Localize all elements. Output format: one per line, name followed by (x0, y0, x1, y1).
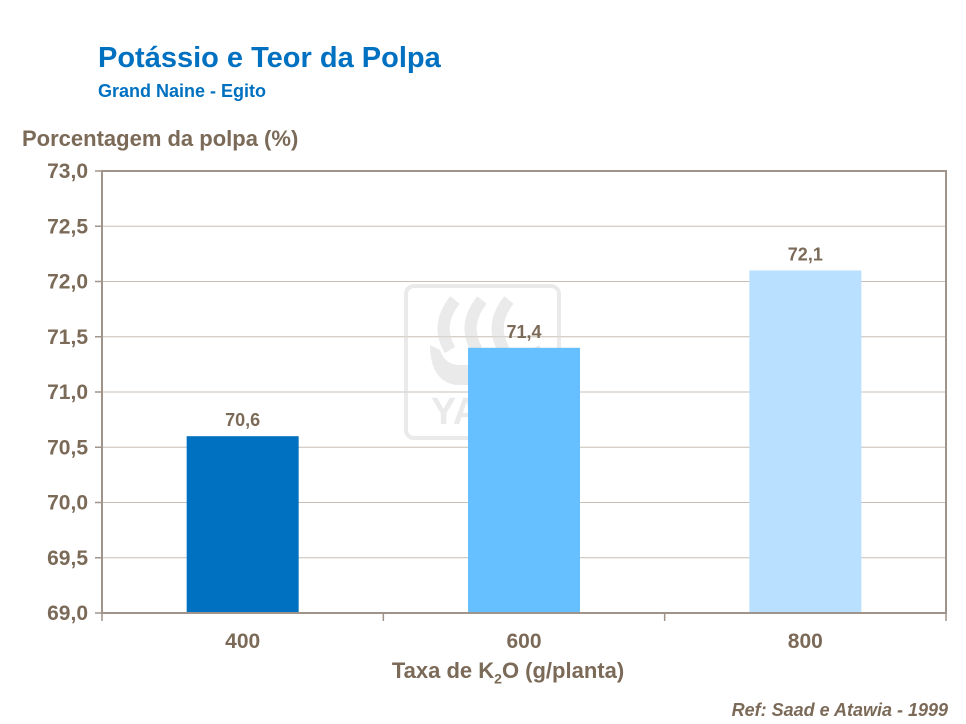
data-label: 71,4 (506, 322, 541, 342)
x-tick-label: 600 (506, 630, 541, 653)
y-axis-label: Porcentagem da polpa (%) (22, 126, 299, 151)
data-label: 70,6 (225, 410, 260, 430)
y-tick-label: 72,5 (47, 215, 88, 238)
data-label: 72,1 (788, 244, 823, 264)
y-tick-label: 70,0 (47, 492, 88, 515)
x-axis-label-part: O (g/planta) (501, 658, 625, 683)
x-axis-label-part: Taxa de K (391, 658, 495, 683)
y-tick-label: 73,0 (47, 160, 88, 183)
reference-note: Ref: Saad e Atawia - 1999 (731, 700, 948, 720)
y-tick-label: 71,5 (47, 326, 88, 349)
y-tick-label: 71,0 (47, 381, 88, 404)
y-tick-label: 69,5 (47, 547, 88, 570)
x-axis-label: Taxa de K2O (g/planta) (0, 658, 966, 686)
chart-subtitle: Grand Naine - Egito (98, 81, 267, 101)
x-axis-label-subscript: 2 (494, 670, 502, 687)
x-tick-label: 400 (225, 630, 260, 653)
bar-600 (468, 347, 580, 613)
y-tick-label: 72,0 (47, 271, 88, 294)
chart-title: Potássio e Teor da Polpa (98, 42, 441, 74)
y-tick-label: 70,5 (47, 436, 88, 459)
bar-400 (186, 436, 299, 613)
bar-800 (749, 270, 862, 613)
x-tick-label: 800 (788, 630, 823, 653)
plot-frame (101, 170, 947, 614)
y-tick-label: 69,0 (47, 602, 88, 625)
